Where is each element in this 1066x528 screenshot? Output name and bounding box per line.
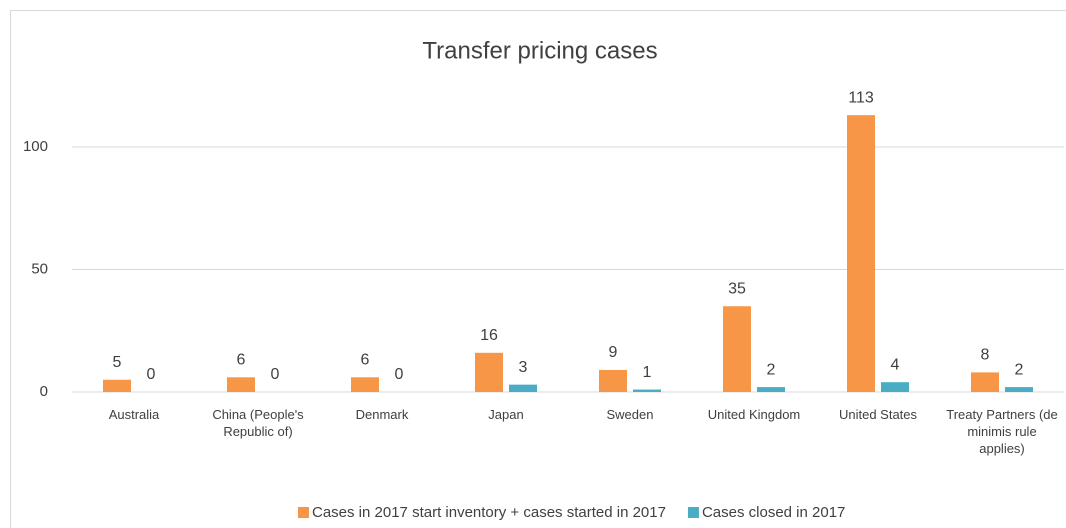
bar bbox=[475, 352, 503, 392]
data-label: 2 bbox=[1015, 361, 1024, 378]
data-label: 9 bbox=[609, 344, 618, 361]
bar bbox=[633, 389, 661, 392]
x-tick-label-box: United Kingdom bbox=[707, 407, 801, 422]
data-label: 4 bbox=[891, 356, 900, 373]
x-tick-label: China (People's Republic of) bbox=[212, 407, 304, 439]
bar bbox=[103, 379, 131, 392]
legend-swatch bbox=[298, 507, 309, 518]
legend-label: Cases closed in 2017 bbox=[702, 504, 845, 521]
y-tick-label: 0 bbox=[40, 383, 48, 400]
x-tick-label: United States bbox=[838, 407, 918, 422]
x-tick-label-box: United States bbox=[838, 407, 918, 422]
data-label: 3 bbox=[519, 359, 528, 376]
data-label: 5 bbox=[113, 354, 122, 371]
data-label: 2 bbox=[767, 361, 776, 378]
legend-swatch bbox=[687, 507, 699, 518]
bar bbox=[509, 384, 537, 392]
x-tick-label: Denmark bbox=[355, 407, 409, 422]
x-tick-label-box: Japan bbox=[488, 407, 524, 422]
x-tick-label: United Kingdom bbox=[707, 407, 801, 422]
bar bbox=[1005, 387, 1033, 392]
data-label: 0 bbox=[147, 366, 156, 383]
bar bbox=[351, 377, 379, 392]
y-tick-label: 100 bbox=[23, 138, 48, 155]
x-tick-label-box: China (People's Republic of) bbox=[212, 407, 304, 439]
x-tick-label-box: Treaty Partners (de minimis rule applies… bbox=[946, 407, 1058, 456]
data-label: 113 bbox=[848, 89, 874, 106]
x-tick-label-box: Australia bbox=[108, 407, 160, 422]
chart-title: Transfer pricing cases bbox=[422, 37, 657, 64]
data-label: 16 bbox=[480, 327, 498, 344]
data-label: 8 bbox=[981, 347, 990, 364]
legend-label: Cases in 2017 start inventory + cases st… bbox=[312, 504, 666, 521]
x-tick-label: Sweden bbox=[606, 407, 654, 422]
x-tick-label-box: Denmark bbox=[355, 407, 409, 422]
bar bbox=[971, 372, 999, 392]
bar bbox=[881, 382, 909, 392]
bar bbox=[723, 306, 751, 392]
data-label: 1 bbox=[643, 364, 652, 381]
bar bbox=[757, 387, 785, 392]
data-label: 0 bbox=[271, 366, 280, 383]
x-tick-label: Australia bbox=[108, 407, 160, 422]
data-label: 6 bbox=[361, 352, 370, 369]
y-tick-label: 50 bbox=[31, 260, 48, 277]
data-label: 0 bbox=[395, 366, 404, 383]
x-tick-label-box: Sweden bbox=[606, 407, 654, 422]
bar bbox=[847, 115, 875, 393]
bar bbox=[599, 369, 627, 392]
x-tick-label: Japan bbox=[488, 407, 524, 422]
x-tick-label: Treaty Partners (de minimis rule applies… bbox=[946, 407, 1058, 456]
bar bbox=[227, 377, 255, 392]
data-label: 35 bbox=[728, 280, 746, 297]
data-label: 6 bbox=[237, 352, 246, 369]
